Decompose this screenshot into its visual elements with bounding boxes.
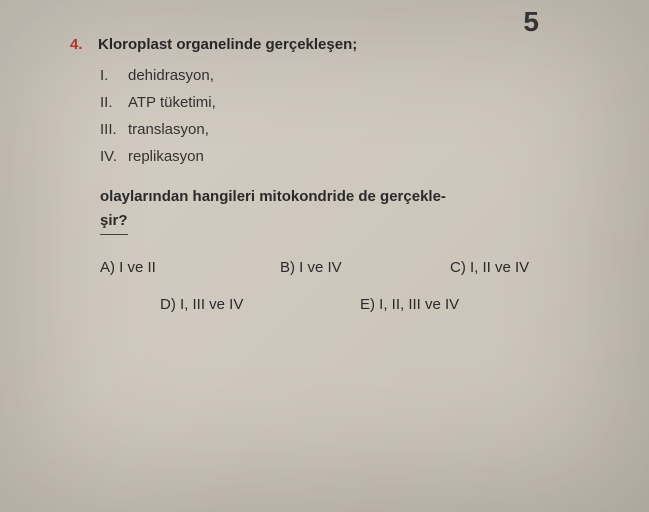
list-item: II.ATP tüketimi,: [100, 94, 609, 111]
page-number: 5: [523, 6, 539, 38]
option-c: C) I, II ve IV: [450, 259, 529, 276]
roman-numeral: IV.: [100, 148, 128, 165]
list-item: I.dehidrasyon,: [100, 67, 609, 84]
roman-numeral: III.: [100, 121, 128, 138]
question-prompt: Kloroplast organelinde gerçekleşen;: [98, 36, 357, 53]
question-number: 4.: [70, 36, 98, 53]
question-header: 4. Kloroplast organelinde gerçekleşen;: [70, 36, 609, 53]
item-text: translasyon,: [128, 121, 209, 138]
list-item: III.translasyon,: [100, 121, 609, 138]
option-row: D) I, III ve IV E) I, II, III ve IV: [160, 296, 609, 313]
roman-list: I.dehidrasyon, II.ATP tüketimi, III.tran…: [100, 67, 609, 165]
question-page: 5 4. Kloroplast organelinde gerçekleşen;…: [0, 0, 649, 353]
option-a: A) I ve II: [100, 259, 280, 276]
sub-prompt-line1: olaylarından hangileri mitokondride de g…: [100, 188, 446, 205]
option-e: E) I, II, III ve IV: [360, 296, 459, 313]
list-item: IV.replikasyon: [100, 148, 609, 165]
option-b: B) I ve IV: [280, 259, 450, 276]
item-text: replikasyon: [128, 148, 204, 165]
roman-numeral: I.: [100, 67, 128, 84]
item-text: dehidrasyon,: [128, 67, 214, 84]
option-d: D) I, III ve IV: [160, 296, 360, 313]
sub-question: olaylarından hangileri mitokondride de g…: [100, 185, 609, 235]
option-row: A) I ve II B) I ve IV C) I, II ve IV: [100, 259, 609, 276]
options-block: A) I ve II B) I ve IV C) I, II ve IV D) …: [100, 259, 609, 313]
item-text: ATP tüketimi,: [128, 94, 216, 111]
roman-numeral: II.: [100, 94, 128, 111]
sub-prompt-line2: şir?: [100, 209, 128, 235]
